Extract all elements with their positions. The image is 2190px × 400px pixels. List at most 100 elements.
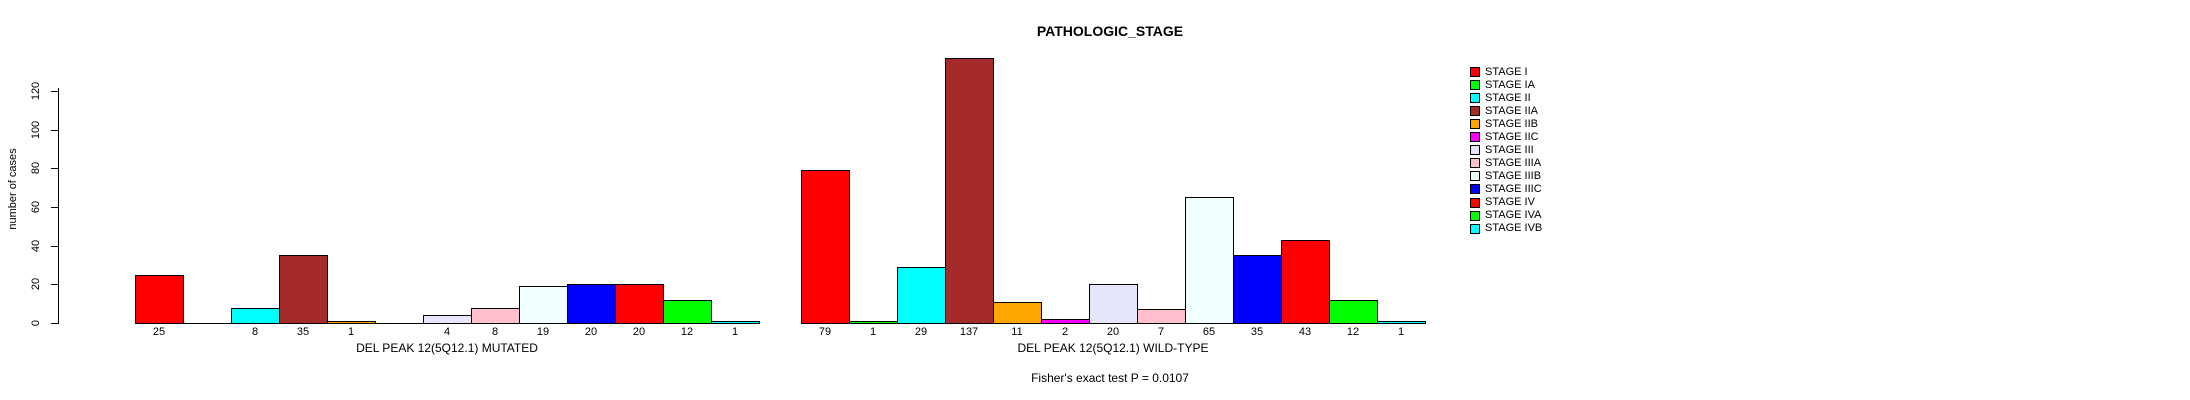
bar-value-label: 8 (251, 326, 259, 338)
y-axis-tick (51, 91, 58, 92)
legend-label: STAGE IIIC (1485, 182, 1542, 195)
legend-label: STAGE IA (1485, 78, 1535, 91)
bar-stage-iib (993, 302, 1042, 324)
y-axis-tick (51, 207, 58, 208)
legend-label: STAGE IIA (1485, 104, 1538, 117)
bar-stage-iiic (1233, 255, 1282, 324)
y-axis-tick-label: 60 (30, 200, 42, 214)
y-axis-tick-label: 20 (30, 277, 42, 291)
x-axis-group-label: DEL PEAK 12(5Q12.1) WILD-TYPE (1017, 341, 1209, 355)
bar-stage-iva (663, 300, 712, 324)
y-axis-tick-label: 100 (30, 120, 42, 140)
legend-label: STAGE IVA (1485, 209, 1542, 222)
bar-stage-iii (1089, 284, 1138, 324)
bar-stage-iia (945, 58, 994, 324)
legend-label: STAGE III (1485, 143, 1534, 156)
y-axis-tick (51, 246, 58, 247)
legend-label: STAGE I (1485, 65, 1528, 78)
bar-stage-iiia (1137, 309, 1186, 324)
bar-stage-iva (1329, 300, 1378, 324)
legend-item: STAGE IIIC (1470, 182, 1542, 195)
legend-item: STAGE IV (1470, 197, 1535, 208)
bar-stage-ivb (711, 321, 760, 324)
legend-item: STAGE IA (1470, 78, 1535, 91)
legend-label: STAGE IIIB (1485, 169, 1542, 182)
bar-stage-iii (423, 315, 472, 324)
legend-item: STAGE I (1470, 65, 1528, 78)
bar-value-label: 20 (584, 326, 598, 338)
bar-value-label: 25 (152, 326, 166, 338)
y-axis-title: number of cases (7, 148, 19, 230)
fisher-test-annotation: Fisher's exact test P = 0.0107 (1031, 371, 1189, 385)
bar-value-label: 35 (296, 326, 310, 338)
bar-value-label: 43 (1298, 326, 1312, 338)
y-axis-line (58, 88, 59, 324)
bar-value-label: 20 (1106, 326, 1120, 338)
legend-color-swatch (1470, 223, 1480, 234)
legend-label: STAGE IIB (1485, 117, 1538, 130)
bar-value-label: 1 (1397, 326, 1405, 338)
legend-item: STAGE IIA (1470, 104, 1538, 117)
bar-value-label: 8 (491, 326, 499, 338)
y-axis-tick-label: 0 (30, 319, 42, 327)
legend-color-swatch (1470, 119, 1480, 130)
bar-stage-ivb (1377, 321, 1426, 324)
bar-stage-iib (327, 321, 376, 324)
y-axis-tick-label: 120 (30, 81, 42, 101)
y-axis-tick (51, 323, 58, 324)
legend-color-swatch (1470, 132, 1480, 143)
legend-label: STAGE IIIA (1485, 156, 1542, 169)
legend-color-swatch (1470, 197, 1480, 208)
legend-item: STAGE IIIB (1470, 169, 1542, 182)
zero-count-baseline (183, 323, 232, 324)
bar-value-label: 1 (347, 326, 355, 338)
bar-stage-iiia (471, 308, 520, 324)
legend-item: STAGE IVB (1470, 223, 1542, 234)
bar-value-label: 1 (731, 326, 739, 338)
legend-color-swatch (1470, 67, 1480, 77)
legend-label: STAGE II (1485, 91, 1531, 104)
legend-item: STAGE III (1470, 143, 1534, 156)
legend-item: STAGE IIC (1470, 130, 1539, 143)
y-axis-tick (51, 130, 58, 131)
y-axis-tick (51, 284, 58, 285)
legend-color-swatch (1470, 171, 1480, 182)
bar-stage-ii (897, 267, 946, 324)
bar-value-label: 19 (536, 326, 550, 338)
bar-stage-iia (279, 255, 328, 324)
legend-color-swatch (1470, 158, 1480, 169)
bar-stage-i (801, 170, 850, 324)
legend-item: STAGE IVA (1470, 210, 1541, 221)
legend-item: STAGE IIIA (1470, 156, 1542, 169)
legend-color-swatch (1470, 210, 1480, 221)
bar-stage-iiic (567, 284, 616, 324)
legend-color-swatch (1470, 80, 1480, 90)
legend-label: STAGE IIC (1485, 130, 1539, 143)
bar-stage-iic (1041, 319, 1090, 324)
bar-stage-ii (231, 308, 280, 324)
x-axis-group-label: DEL PEAK 12(5Q12.1) MUTATED (356, 341, 538, 355)
y-axis-tick (51, 168, 58, 169)
bar-stage-iv (615, 284, 664, 324)
bar-stage-iiib (1185, 197, 1234, 324)
bar-stage-iiib (519, 286, 568, 324)
legend-item: STAGE IIB (1470, 117, 1538, 130)
y-axis-tick-label: 40 (30, 239, 42, 253)
bar-value-label: 29 (914, 326, 928, 338)
bar-stage-i (135, 275, 184, 324)
bar-value-label: 4 (443, 326, 451, 338)
legend-label: STAGE IVB (1485, 222, 1543, 235)
bar-value-label: 1 (869, 326, 877, 338)
bar-value-label: 2 (1061, 326, 1069, 338)
bar-value-label: 7 (1157, 326, 1165, 338)
bar-stage-ia (849, 321, 898, 324)
chart-title: PATHOLOGIC_STAGE (1036, 23, 1184, 39)
legend-color-swatch (1470, 106, 1480, 117)
zero-count-baseline (375, 323, 424, 324)
legend-label: STAGE IV (1485, 196, 1535, 208)
y-axis-tick-label: 80 (30, 161, 42, 175)
legend-color-swatch (1470, 145, 1480, 156)
bar-value-label: 65 (1202, 326, 1216, 338)
bar-value-label: 137 (959, 326, 979, 338)
